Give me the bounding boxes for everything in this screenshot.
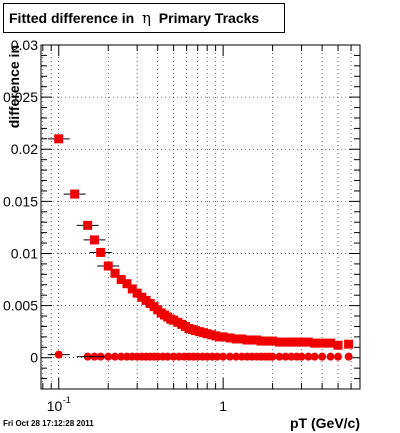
axis-ticks <box>41 44 360 390</box>
x-tick-label: 1 <box>219 398 227 414</box>
data-point-circle <box>169 352 178 361</box>
plot-frame <box>40 44 361 390</box>
x-axis-label: pT (GeV/c) <box>290 415 360 431</box>
eta-symbol: η <box>142 9 152 27</box>
data-marks <box>47 134 354 361</box>
data-point-square <box>89 235 99 245</box>
data-point-circle <box>275 352 284 361</box>
y-tick-label: 0.005 <box>3 298 38 314</box>
data-point-circle <box>318 352 327 361</box>
data-point-square <box>286 337 296 347</box>
data-point-square <box>297 337 307 347</box>
data-point-square <box>303 337 313 347</box>
data-point-square <box>247 335 257 345</box>
data-point-square <box>237 334 247 344</box>
data-point-square <box>344 339 354 349</box>
x-tick-label-exponent: -1 <box>63 395 71 405</box>
data-point-square <box>333 340 343 350</box>
data-point-square <box>116 275 126 285</box>
data-point-square <box>96 247 106 257</box>
y-axis-label: difference in <box>6 45 22 128</box>
y-tick-label: 0 <box>30 350 38 366</box>
data-point-square <box>310 338 320 348</box>
data-point-square <box>231 334 241 344</box>
data-point-circle <box>111 352 120 361</box>
data-point-square <box>326 338 336 348</box>
data-point-square <box>274 337 284 347</box>
footer-timestamp: Fri Oct 28 17:12:28 2011 <box>3 419 94 428</box>
data-point-circle <box>163 352 172 361</box>
data-point-square <box>127 284 137 294</box>
title-prefix: Fitted difference in <box>9 10 135 26</box>
data-point-circle <box>326 352 335 361</box>
data-point-circle <box>104 352 113 361</box>
data-point-circle <box>344 352 353 361</box>
data-point-circle <box>219 352 228 361</box>
data-point-circle <box>304 352 313 361</box>
data-point-square <box>122 279 132 289</box>
y-tick-label: 0.015 <box>3 193 38 209</box>
data-point-square <box>103 261 113 271</box>
x-tick-label: 10 <box>47 398 63 414</box>
data-point-circle <box>268 352 277 361</box>
data-point-circle <box>232 352 241 361</box>
data-point-square <box>70 189 80 199</box>
y-tick-label: 0.01 <box>11 245 38 261</box>
data-point-square <box>242 335 252 345</box>
data-point-circle <box>281 352 290 361</box>
data-point-circle <box>213 352 222 361</box>
data-point-square <box>281 337 291 347</box>
data-point-circle <box>310 352 319 361</box>
data-point-circle <box>297 352 306 361</box>
chart-title: Fitted difference in η Primary Tracks <box>3 3 285 33</box>
data-point-square <box>292 337 302 347</box>
y-tick-label: 0.025 <box>3 89 38 105</box>
grid <box>41 44 360 389</box>
title-suffix: Primary Tracks <box>158 10 260 26</box>
data-point-square <box>218 332 228 342</box>
data-point-circle <box>334 352 343 361</box>
data-point-circle <box>54 350 63 359</box>
y-tick-label: 0.02 <box>11 141 38 157</box>
data-point-square <box>317 338 327 348</box>
data-point-square <box>54 134 64 144</box>
data-point-square <box>83 220 93 230</box>
data-point-circle <box>225 352 234 361</box>
data-point-square <box>268 336 278 346</box>
data-point-circle <box>117 352 126 361</box>
data-point-square <box>132 288 142 298</box>
data-point-square <box>110 268 120 278</box>
data-point-square <box>225 333 235 343</box>
y-tick-label: 0.03 <box>11 37 38 53</box>
tick-labels: 0 0.005 0.01 0.015 0.02 0.025 0.03 10 -1 1 <box>3 37 227 414</box>
